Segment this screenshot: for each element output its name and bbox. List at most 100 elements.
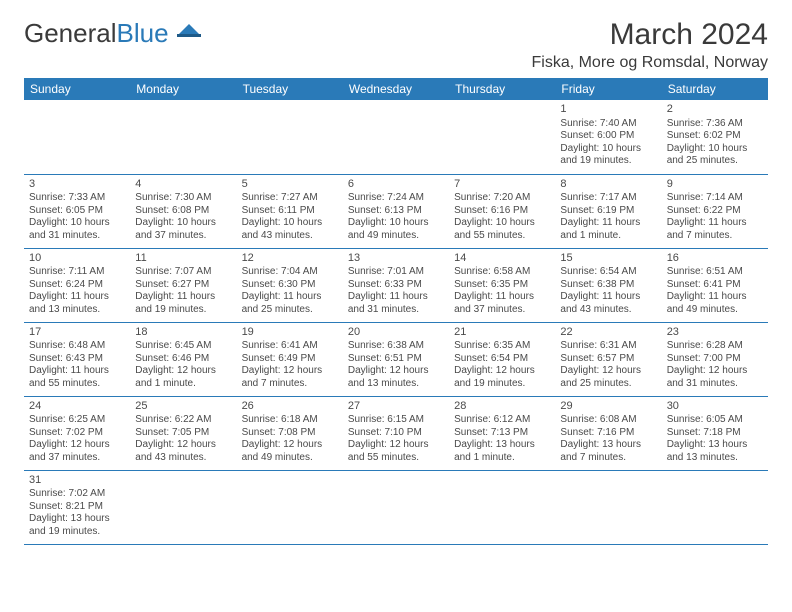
cell-daylight2: and 43 minutes.	[135, 452, 231, 465]
cell-sunrise: Sunrise: 7:27 AM	[242, 192, 338, 205]
cell-sunrise: Sunrise: 6:15 AM	[348, 414, 444, 427]
cell-sunrise: Sunrise: 6:08 AM	[560, 414, 656, 427]
cell-sunset: Sunset: 6:41 PM	[667, 279, 763, 292]
cell-sunset: Sunset: 6:19 PM	[560, 205, 656, 218]
day-number: 16	[667, 252, 763, 266]
day-number: 3	[29, 178, 125, 192]
calendar-row: 1Sunrise: 7:40 AMSunset: 6:00 PMDaylight…	[24, 100, 768, 174]
cell-sunset: Sunset: 6:35 PM	[454, 279, 550, 292]
header-row: Sunday Monday Tuesday Wednesday Thursday…	[24, 78, 768, 100]
day-number: 11	[135, 252, 231, 266]
calendar-cell: 21Sunrise: 6:35 AMSunset: 6:54 PMDayligh…	[449, 322, 555, 396]
cell-sunset: Sunset: 6:27 PM	[135, 279, 231, 292]
day-number: 6	[348, 178, 444, 192]
cell-daylight2: and 55 minutes.	[348, 452, 444, 465]
cell-sunset: Sunset: 7:13 PM	[454, 427, 550, 440]
calendar-cell	[24, 100, 130, 174]
cell-daylight2: and 55 minutes.	[454, 230, 550, 243]
day-number: 5	[242, 178, 338, 192]
day-number: 10	[29, 252, 125, 266]
calendar-cell: 14Sunrise: 6:58 AMSunset: 6:35 PMDayligh…	[449, 248, 555, 322]
col-thursday: Thursday	[449, 78, 555, 100]
cell-daylight1: Daylight: 13 hours	[454, 439, 550, 452]
cell-sunset: Sunset: 6:33 PM	[348, 279, 444, 292]
cell-daylight2: and 19 minutes.	[560, 155, 656, 168]
cell-daylight2: and 31 minutes.	[29, 230, 125, 243]
cell-sunset: Sunset: 6:54 PM	[454, 353, 550, 366]
calendar-cell: 4Sunrise: 7:30 AMSunset: 6:08 PMDaylight…	[130, 174, 236, 248]
cell-daylight2: and 1 minute.	[454, 452, 550, 465]
day-number: 26	[242, 400, 338, 414]
cell-sunrise: Sunrise: 7:17 AM	[560, 192, 656, 205]
day-number: 13	[348, 252, 444, 266]
cell-daylight1: Daylight: 12 hours	[454, 365, 550, 378]
cell-daylight2: and 1 minute.	[560, 230, 656, 243]
cell-sunrise: Sunrise: 6:22 AM	[135, 414, 231, 427]
calendar-cell	[662, 470, 768, 544]
cell-sunset: Sunset: 6:13 PM	[348, 205, 444, 218]
cell-daylight1: Daylight: 10 hours	[242, 217, 338, 230]
cell-sunset: Sunset: 7:02 PM	[29, 427, 125, 440]
cell-daylight1: Daylight: 11 hours	[242, 291, 338, 304]
cell-daylight2: and 25 minutes.	[242, 304, 338, 317]
cell-sunrise: Sunrise: 7:30 AM	[135, 192, 231, 205]
cell-sunrise: Sunrise: 7:24 AM	[348, 192, 444, 205]
cell-daylight2: and 13 minutes.	[29, 304, 125, 317]
cell-daylight1: Daylight: 13 hours	[560, 439, 656, 452]
calendar-cell	[449, 100, 555, 174]
calendar-cell: 10Sunrise: 7:11 AMSunset: 6:24 PMDayligh…	[24, 248, 130, 322]
calendar-cell: 20Sunrise: 6:38 AMSunset: 6:51 PMDayligh…	[343, 322, 449, 396]
day-number: 8	[560, 178, 656, 192]
cell-daylight2: and 19 minutes.	[135, 304, 231, 317]
cell-daylight2: and 43 minutes.	[560, 304, 656, 317]
calendar-cell: 12Sunrise: 7:04 AMSunset: 6:30 PMDayligh…	[237, 248, 343, 322]
calendar-cell: 19Sunrise: 6:41 AMSunset: 6:49 PMDayligh…	[237, 322, 343, 396]
cell-daylight1: Daylight: 11 hours	[29, 291, 125, 304]
logo-text: GeneralBlue	[24, 18, 169, 49]
cell-sunset: Sunset: 6:22 PM	[667, 205, 763, 218]
cell-sunset: Sunset: 6:30 PM	[242, 279, 338, 292]
cell-sunset: Sunset: 8:21 PM	[29, 501, 125, 514]
cell-daylight1: Daylight: 11 hours	[454, 291, 550, 304]
cell-daylight2: and 43 minutes.	[242, 230, 338, 243]
cell-sunrise: Sunrise: 6:05 AM	[667, 414, 763, 427]
cell-sunset: Sunset: 7:16 PM	[560, 427, 656, 440]
day-number: 2	[667, 103, 763, 117]
calendar-row: 17Sunrise: 6:48 AMSunset: 6:43 PMDayligh…	[24, 322, 768, 396]
cell-daylight2: and 37 minutes.	[135, 230, 231, 243]
cell-daylight2: and 19 minutes.	[454, 378, 550, 391]
cell-sunrise: Sunrise: 6:12 AM	[454, 414, 550, 427]
calendar-cell: 9Sunrise: 7:14 AMSunset: 6:22 PMDaylight…	[662, 174, 768, 248]
calendar-cell: 26Sunrise: 6:18 AMSunset: 7:08 PMDayligh…	[237, 396, 343, 470]
calendar-cell	[130, 100, 236, 174]
cell-daylight2: and 13 minutes.	[667, 452, 763, 465]
cell-sunrise: Sunrise: 7:40 AM	[560, 118, 656, 131]
cell-daylight1: Daylight: 11 hours	[667, 217, 763, 230]
cell-sunrise: Sunrise: 6:31 AM	[560, 340, 656, 353]
cell-daylight1: Daylight: 10 hours	[560, 143, 656, 156]
calendar-cell: 2Sunrise: 7:36 AMSunset: 6:02 PMDaylight…	[662, 100, 768, 174]
cell-daylight2: and 31 minutes.	[348, 304, 444, 317]
logo-flag-icon	[177, 22, 201, 45]
day-number: 31	[29, 474, 125, 488]
cell-sunset: Sunset: 6:11 PM	[242, 205, 338, 218]
cell-sunset: Sunset: 6:00 PM	[560, 130, 656, 143]
cell-daylight1: Daylight: 12 hours	[135, 365, 231, 378]
cell-sunrise: Sunrise: 6:18 AM	[242, 414, 338, 427]
cell-sunset: Sunset: 6:46 PM	[135, 353, 231, 366]
day-number: 12	[242, 252, 338, 266]
col-tuesday: Tuesday	[237, 78, 343, 100]
col-friday: Friday	[555, 78, 661, 100]
cell-sunrise: Sunrise: 7:02 AM	[29, 488, 125, 501]
calendar-cell: 13Sunrise: 7:01 AMSunset: 6:33 PMDayligh…	[343, 248, 449, 322]
day-number: 9	[667, 178, 763, 192]
cell-daylight1: Daylight: 12 hours	[348, 365, 444, 378]
cell-daylight1: Daylight: 12 hours	[560, 365, 656, 378]
cell-sunrise: Sunrise: 7:07 AM	[135, 266, 231, 279]
cell-daylight2: and 25 minutes.	[560, 378, 656, 391]
cell-sunrise: Sunrise: 7:01 AM	[348, 266, 444, 279]
cell-sunset: Sunset: 6:05 PM	[29, 205, 125, 218]
cell-daylight1: Daylight: 12 hours	[135, 439, 231, 452]
day-number: 22	[560, 326, 656, 340]
cell-sunrise: Sunrise: 6:54 AM	[560, 266, 656, 279]
